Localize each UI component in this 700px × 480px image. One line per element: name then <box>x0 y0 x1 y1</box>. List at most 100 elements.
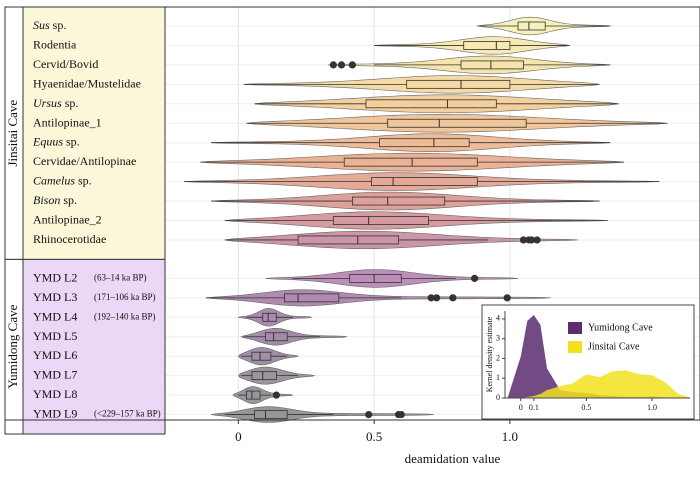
x-axis-title: deamidation value <box>405 451 501 466</box>
category-name: Bison <box>33 193 60 207</box>
legend-label: Jinsitai Cave <box>588 341 640 352</box>
outlier <box>528 236 536 244</box>
box <box>332 216 429 225</box>
y-tick-label: 1 <box>496 373 500 382</box>
box <box>251 371 277 381</box>
category-suffix: sp. <box>63 193 77 207</box>
category-note: (63–14 ka BP) <box>94 272 147 282</box>
group-label: Yumidong Cave <box>5 304 20 388</box>
category-name: Equus <box>32 134 63 148</box>
x-tick-label: 1.0 <box>647 403 657 412</box>
density-area <box>507 370 692 398</box>
category-name: Antilopinae_2 <box>33 212 102 226</box>
category-name: YMD L4 <box>33 309 77 323</box>
box <box>365 99 497 109</box>
category-label: YMD L8 <box>33 387 77 401</box>
category-suffix: sp. <box>53 18 67 32</box>
category-name: YMD L8 <box>33 387 77 401</box>
legend-swatch <box>568 341 582 353</box>
category-label: YMD L5 <box>33 329 77 343</box>
category-label: Antilopinae_1 <box>33 115 102 129</box>
legend-label: Yumidong Cave <box>588 322 653 333</box>
outlier <box>348 61 356 69</box>
category-name: Antilopinae_1 <box>33 115 102 129</box>
box <box>246 390 261 400</box>
category-label: Hyaenidae/Mustelidae <box>33 76 141 90</box>
category-label: YMD L4 <box>33 309 77 323</box>
x-tick-label: 1.0 <box>502 429 518 444</box>
category-label: YMD L3 <box>33 290 77 304</box>
outlier <box>533 236 541 244</box>
category-name: Camelus <box>33 173 75 187</box>
category-name: Cervidae/Antilopinae <box>33 154 136 168</box>
category-label: Antilopinae_2 <box>33 212 102 226</box>
category-label: YMD L7 <box>33 367 77 381</box>
violin <box>243 75 600 94</box>
violin <box>327 55 611 75</box>
density-area <box>507 314 692 398</box>
category-label: Cervidae/Antilopinae <box>33 154 136 168</box>
category-name: Ursus <box>33 96 62 110</box>
outlier <box>272 391 280 399</box>
violin <box>211 191 600 211</box>
outlier <box>397 410 405 419</box>
outlier <box>449 294 457 302</box>
category-suffix: sp. <box>66 134 80 148</box>
plot-frame <box>4 6 700 421</box>
x-tick-label: 0.5 <box>581 403 591 412</box>
box <box>297 235 399 245</box>
outlier <box>470 274 479 282</box>
violin <box>477 16 611 36</box>
group-label: Jinsitai Cave <box>5 100 20 167</box>
violin <box>211 133 611 152</box>
category-label: Rhinocerotidae <box>33 232 106 246</box>
category-name: Rodentia <box>33 37 77 51</box>
box <box>351 196 446 206</box>
category-name: YMD L3 <box>33 290 77 304</box>
box <box>254 410 288 419</box>
box <box>387 118 527 128</box>
violin <box>265 269 519 288</box>
category-name: Hyaenidae/Mustelidae <box>33 76 141 90</box>
category-label: Camelus sp. <box>33 173 92 187</box>
category-name: YMD L5 <box>33 329 77 343</box>
category-note: (<229–157 ka BP) <box>94 409 161 419</box>
category-label: Equus sp. <box>32 134 80 148</box>
box <box>349 273 402 283</box>
box <box>517 21 546 31</box>
x-tick-label: 0.5 <box>366 429 382 444</box>
category-name: YMD L2 <box>33 270 77 284</box>
category-name: YMD L7 <box>33 367 77 381</box>
y-tick-label: 3 <box>496 334 500 343</box>
outlier <box>519 236 528 244</box>
box <box>265 332 288 342</box>
outlier <box>329 61 337 69</box>
category-name: Rhinocerotidae <box>33 232 106 246</box>
category-label: YMD L6 <box>33 348 77 362</box>
category-label: Cervid/Bovid <box>33 57 98 71</box>
inset-frame <box>481 304 695 420</box>
outlier <box>365 410 373 419</box>
category-label: Sus sp. <box>33 18 66 32</box>
box <box>343 157 478 167</box>
category-name: Sus <box>33 18 50 32</box>
box <box>370 177 478 187</box>
outlier <box>503 294 511 302</box>
box <box>251 351 272 361</box>
box <box>460 60 524 70</box>
category-label: Ursus sp. <box>33 96 78 110</box>
box <box>379 138 470 148</box>
category-label: YMD L2 <box>33 270 77 284</box>
y-tick-label: 4 <box>496 314 500 323</box>
violin <box>237 308 312 327</box>
y-tick-label: 0 <box>496 393 500 402</box>
x-tick-label: 0 <box>519 403 523 412</box>
group-panel <box>22 258 166 435</box>
category-name: YMD L6 <box>33 348 77 362</box>
x-tick-label: 0.1 <box>529 403 539 412</box>
outlier <box>427 294 435 302</box>
outlier <box>337 61 346 69</box>
box <box>463 41 511 50</box>
category-note: (171–106 ka BP) <box>94 292 156 302</box>
